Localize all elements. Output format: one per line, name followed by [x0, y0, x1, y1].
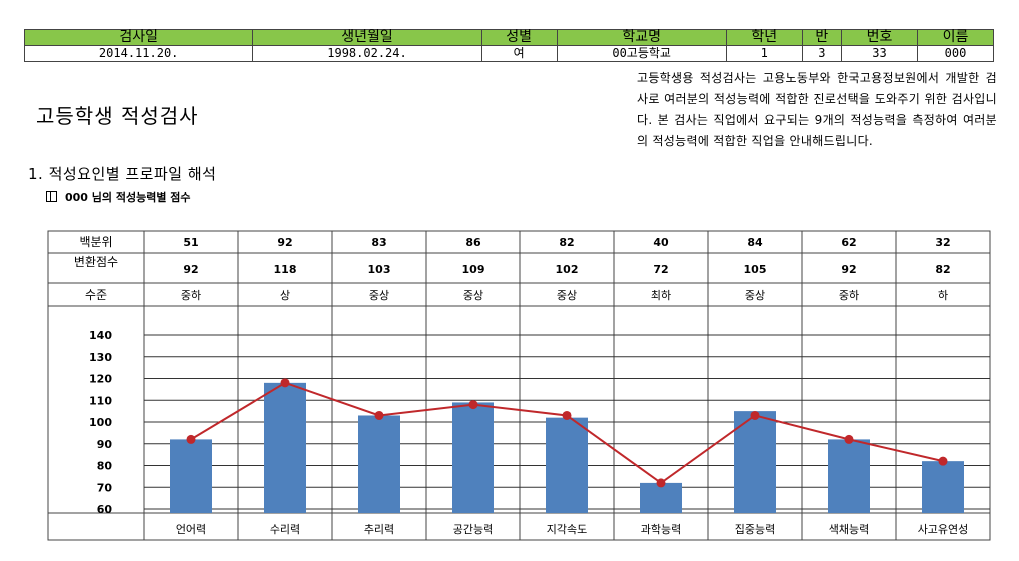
- category-label: 사고유연성: [918, 523, 969, 536]
- info-header-6: 번호: [841, 29, 918, 46]
- subsection-title: 000 님의 적성능력별 점수: [46, 189, 191, 205]
- level-value: 중상: [745, 289, 765, 302]
- percentile-value: 62: [841, 236, 856, 249]
- bar: [264, 382, 306, 513]
- score-point: [750, 410, 760, 420]
- percentile-value: 92: [277, 236, 292, 249]
- test-description: 고등학생용 적성검사는 고용노동부와 한국고용정보원에서 개발한 검사로 여러분…: [637, 71, 997, 148]
- bar: [358, 415, 400, 513]
- info-value-7: 000: [916, 45, 995, 62]
- info-value-6: 33: [841, 45, 918, 62]
- y-tick-label: 100: [89, 416, 112, 429]
- y-tick-label: 70: [97, 481, 113, 494]
- level-value: 중상: [369, 289, 389, 302]
- y-tick-label: 90: [97, 438, 113, 451]
- info-value-3: 00고등학교: [556, 45, 727, 62]
- page-title: 고등학생 적성검사: [36, 104, 199, 128]
- info-header-2: 성별: [480, 29, 558, 46]
- converted-value: 92: [183, 263, 198, 276]
- level-value: 중하: [181, 288, 201, 302]
- converted-value: 105: [744, 263, 767, 276]
- y-tick-label: 60: [97, 503, 113, 516]
- converted-value: 72: [653, 263, 668, 276]
- bar: [170, 439, 212, 513]
- y-tick-label: 80: [97, 460, 113, 473]
- info-header-1: 생년월일: [252, 29, 482, 46]
- category-label: 과학능력: [641, 523, 681, 536]
- percentile-value: 82: [559, 236, 574, 249]
- level-value: 중하: [839, 288, 859, 302]
- subsection-label: 000 님의 적성능력별 점수: [65, 191, 191, 204]
- converted-value: 118: [274, 263, 297, 276]
- list-box-icon: [46, 191, 57, 202]
- converted-value: 102: [556, 263, 579, 276]
- bar: [546, 417, 588, 513]
- category-label: 색채능력: [829, 523, 869, 536]
- info-header-4: 학년: [725, 29, 803, 46]
- category-label: 지각속도: [547, 523, 587, 536]
- percentile-value: 40: [653, 236, 669, 249]
- info-header-5: 반: [801, 29, 843, 46]
- level-value: 최하: [651, 288, 671, 302]
- category-label: 집중능력: [735, 523, 775, 536]
- y-tick-label: 120: [89, 373, 112, 386]
- info-header-0: 검사일: [23, 29, 254, 46]
- level-value: 하: [938, 288, 948, 302]
- category-label: 공간능력: [453, 523, 493, 536]
- bar: [640, 482, 682, 513]
- percentile-value: 32: [935, 236, 950, 249]
- y-tick-label: 110: [89, 394, 112, 407]
- score-point: [374, 410, 384, 420]
- row-label-converted: 변환점수: [74, 255, 118, 269]
- y-tick-label: 140: [89, 329, 112, 342]
- score-point: [468, 400, 478, 410]
- category-label: 수리력: [270, 523, 300, 536]
- converted-value: 82: [935, 263, 950, 276]
- row-label-percentile: 백분위: [79, 235, 112, 249]
- level-value: 중상: [557, 289, 577, 302]
- score-point: [280, 378, 290, 388]
- percentile-value: 83: [371, 236, 386, 249]
- score-point: [844, 434, 854, 444]
- bar: [734, 411, 776, 513]
- score-point: [562, 410, 572, 420]
- bar: [828, 439, 870, 513]
- category-label: 추리력: [364, 523, 394, 536]
- converted-value: 92: [841, 263, 856, 276]
- category-label: 언어력: [176, 523, 206, 536]
- converted-value: 103: [368, 263, 391, 276]
- bar: [452, 402, 494, 513]
- section-title: 1. 적성요인별 프로파일 해석: [28, 165, 217, 183]
- score-point: [186, 434, 196, 444]
- converted-value: 109: [462, 263, 485, 276]
- info-value-1: 1998.02.24.: [252, 45, 482, 62]
- y-tick-label: 130: [89, 351, 112, 364]
- level-value: 중상: [463, 289, 483, 302]
- score-point: [656, 478, 666, 488]
- bar: [922, 461, 964, 513]
- info-value-5: 3: [801, 45, 843, 62]
- score-point: [938, 456, 948, 466]
- info-value-4: 1: [725, 45, 803, 62]
- info-value-0: 2014.11.20.: [23, 45, 254, 62]
- student-info-table: 검사일 생년월일 성별 학교명 학년 반 번호 이름 2014.11.20. 1998.02.2…: [23, 29, 995, 62]
- percentile-value: 84: [747, 236, 763, 249]
- row-label-level: 수준: [85, 288, 107, 302]
- percentile-value: 51: [183, 236, 198, 249]
- percentile-value: 86: [465, 236, 481, 249]
- level-value: 상: [280, 289, 290, 302]
